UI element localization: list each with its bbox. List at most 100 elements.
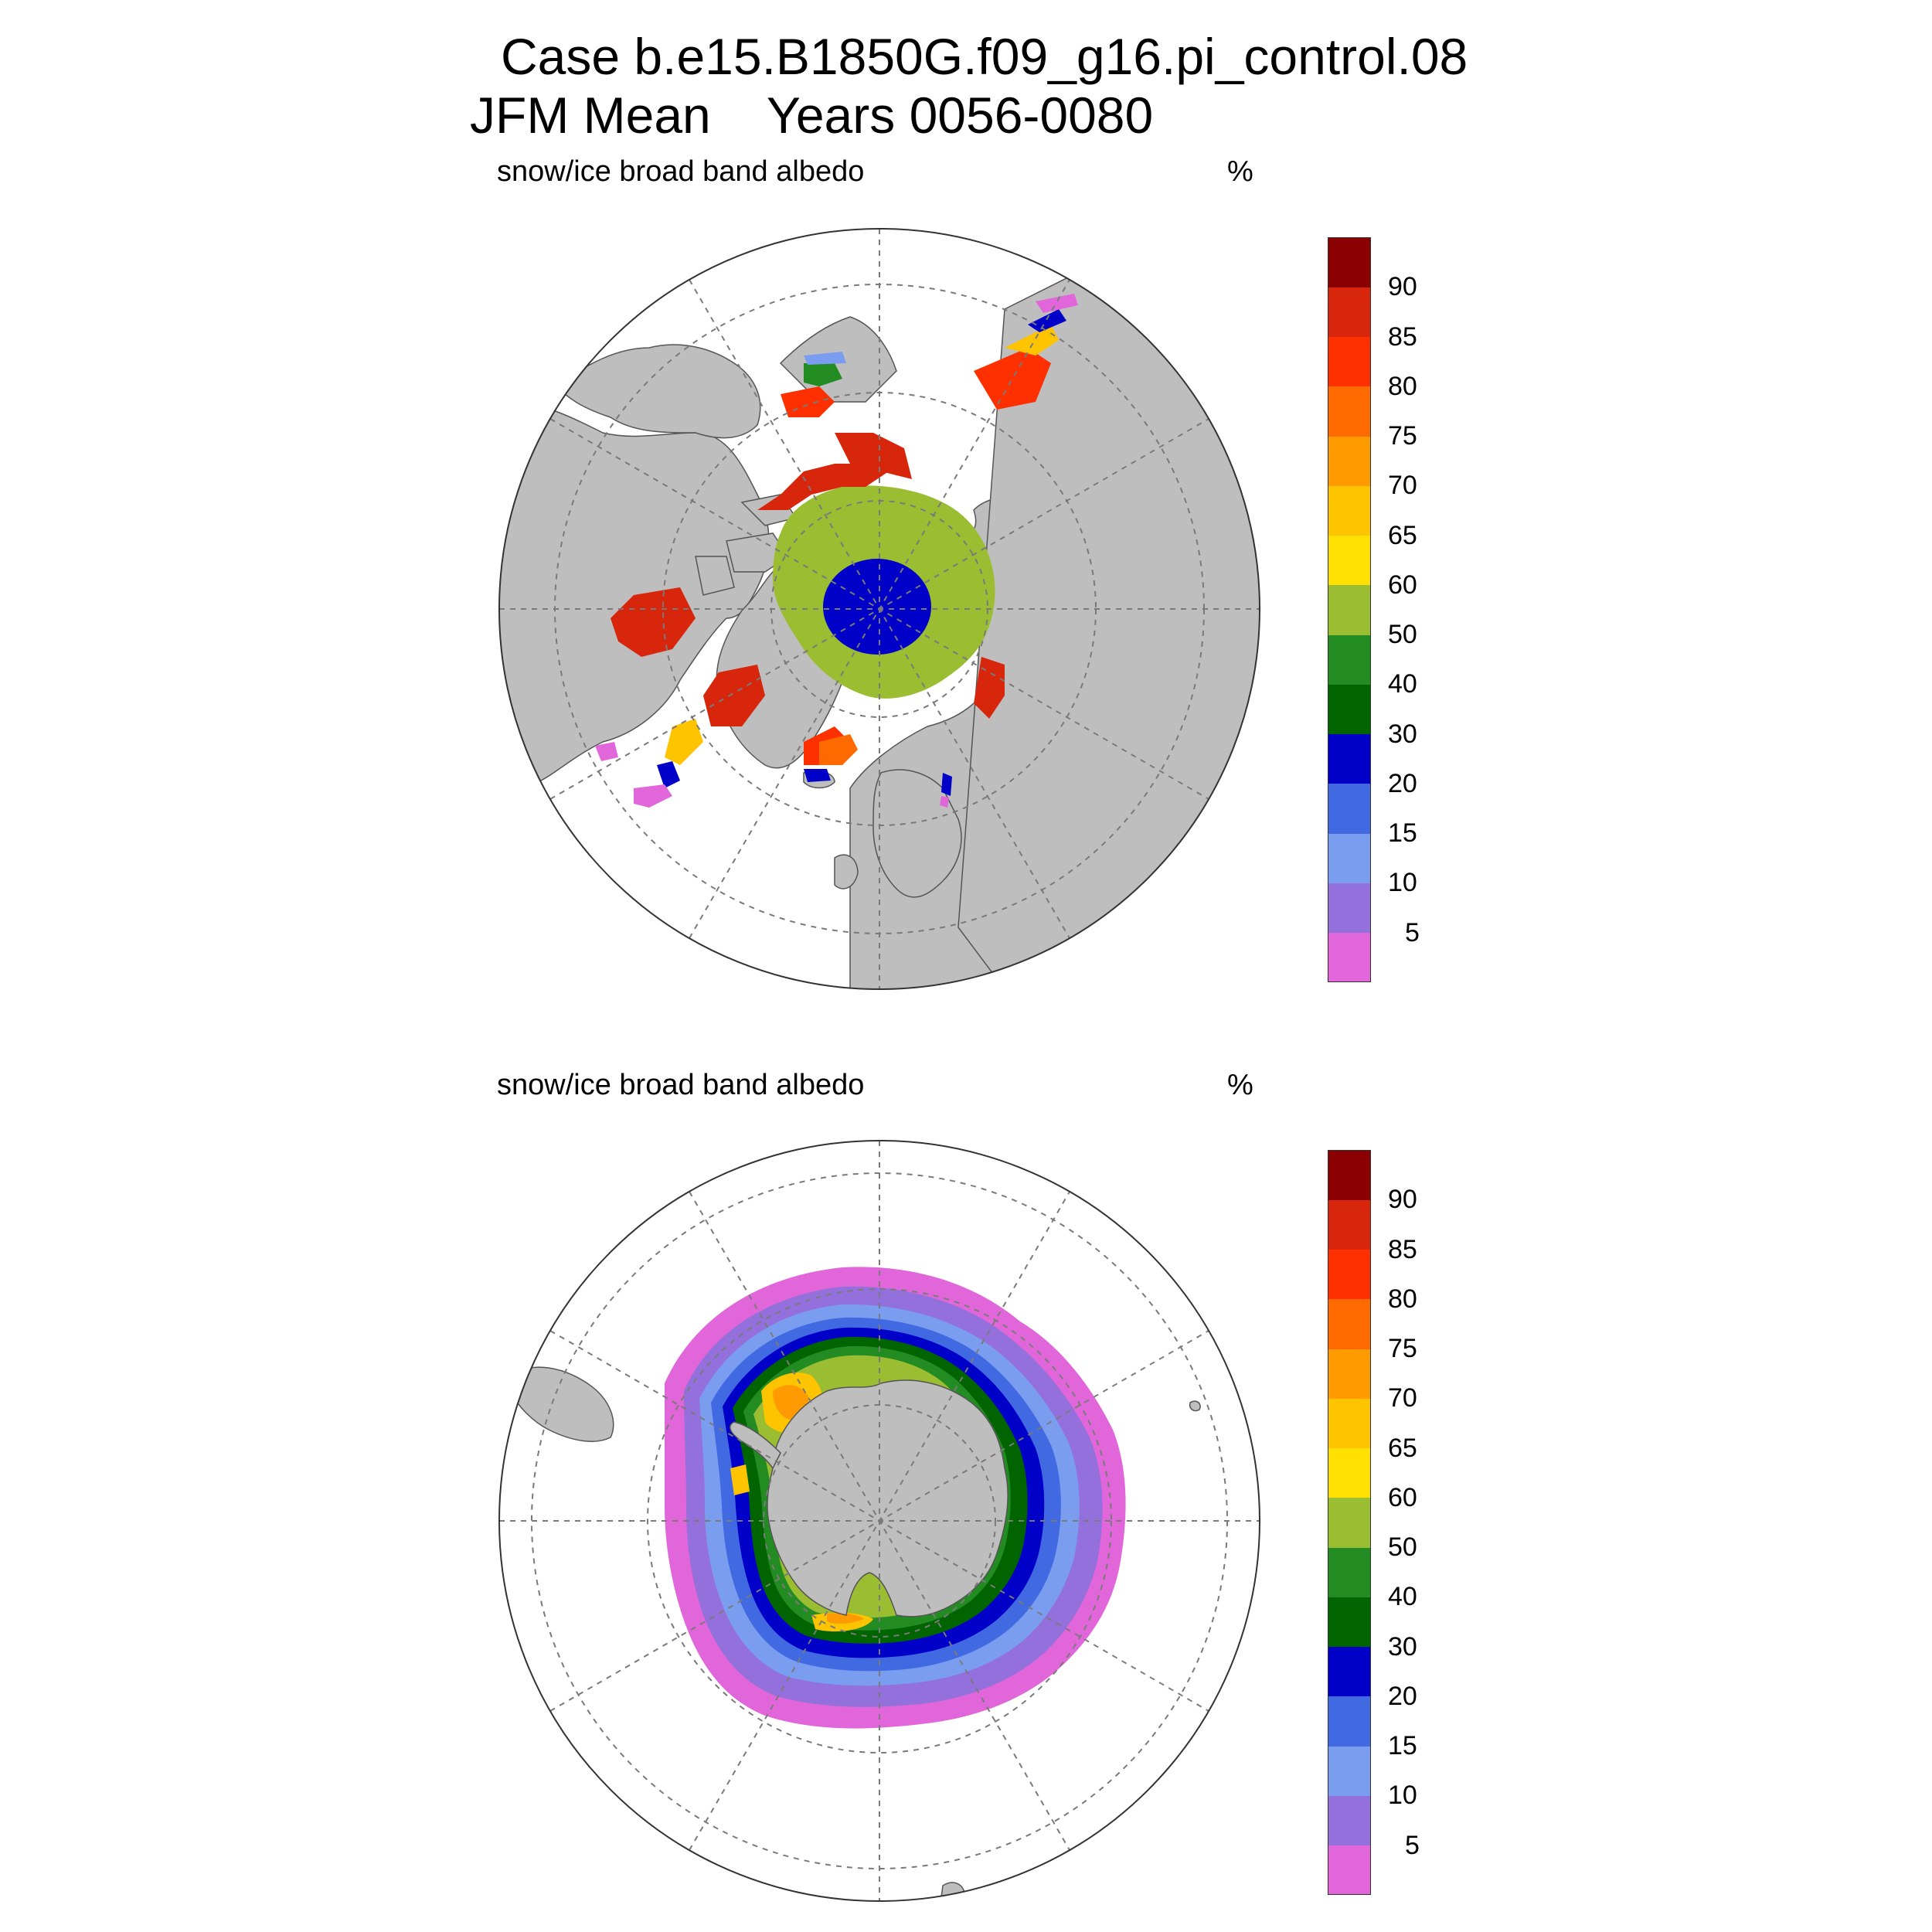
baltic-5 — [940, 796, 949, 808]
south-colorbar-tick-label: 70 — [1388, 1383, 1417, 1413]
south-colorbar-tick-label: 30 — [1388, 1631, 1417, 1662]
south-colorbar-tick-label: 15 — [1388, 1731, 1417, 1761]
north-graticule — [499, 229, 1260, 989]
labrador-band-70 — [665, 719, 703, 765]
okhotsk-30 — [1028, 309, 1066, 332]
south-units-label: % — [1227, 1069, 1253, 1101]
bering-40 — [804, 363, 842, 386]
south-colorbar-tick-label: 80 — [1388, 1284, 1417, 1314]
south-variable-label: snow/ice broad band albedo — [497, 1069, 865, 1101]
amundsen-70 — [730, 1464, 750, 1495]
south-colorbar-tick-label: 85 — [1388, 1234, 1417, 1264]
south-colorbar-swatch — [1328, 1746, 1371, 1796]
south-colorbar-tick-label: 20 — [1388, 1681, 1417, 1711]
south-colorbar-swatch — [1328, 1547, 1371, 1597]
south-colorbar-swatch — [1328, 1696, 1371, 1747]
greenland-sea-30 — [804, 769, 831, 782]
alaska-landmass — [555, 344, 761, 439]
labrador-band-30 — [657, 761, 680, 788]
north-colorbar-swatch — [1328, 287, 1371, 338]
north-map-border — [498, 228, 1260, 990]
north-colorbar-swatch — [1328, 535, 1371, 586]
baffin-bay-85-90 — [703, 665, 765, 726]
south-colorbar-swatch — [1328, 1150, 1371, 1200]
antarctica-landmass — [767, 1379, 1009, 1617]
arctic-central-20-30 — [823, 559, 931, 655]
north-america-west-landmass — [499, 324, 557, 387]
south-map-border — [498, 1140, 1260, 1902]
north-colorbar-tick-label: 15 — [1388, 818, 1417, 849]
south-colorbar-swatch — [1328, 1845, 1371, 1896]
south-colorbar-swatch — [1328, 1447, 1371, 1498]
st-lawrence-5 — [595, 742, 618, 761]
north-colorbar-tick-label: 5 — [1405, 917, 1420, 947]
south-colorbar-swatch — [1328, 1646, 1371, 1697]
north-america-landmass — [499, 401, 770, 784]
south-colorbar-tick-label: 65 — [1388, 1433, 1417, 1463]
north-colorbar-tick-label: 80 — [1388, 371, 1417, 401]
plot-title-line-1: Case b.e15.B1850G.f09_g16.pi_control.08 — [501, 28, 1468, 85]
south-colorbar-swatch — [1328, 1497, 1371, 1548]
baltic-30 — [941, 773, 952, 796]
plot-title-line-2: JFM Mean Years 0056-0080 — [470, 87, 1154, 144]
north-colorbar-swatch — [1328, 436, 1371, 486]
south-colorbar-swatch — [1328, 1349, 1371, 1399]
ross-75 — [827, 1613, 864, 1624]
bering-15 — [804, 352, 846, 365]
south-colorbar-swatch — [1328, 1597, 1371, 1648]
north-colorbar-swatch — [1328, 634, 1371, 685]
labrador-band-5 — [634, 784, 672, 808]
north-colorbar-swatch — [1328, 336, 1371, 387]
north-units-label: % — [1227, 155, 1253, 188]
europe-landmass — [872, 769, 962, 898]
south-colorbar-swatch — [1328, 1298, 1371, 1349]
north-colorbar-swatch — [1328, 932, 1371, 983]
north-colorbar-swatch — [1328, 783, 1371, 834]
south-polar-map — [498, 1140, 1260, 1902]
okhotsk-5 — [1036, 294, 1078, 313]
south-colorbar: 5 10 15 20 30 40 50 60 65 70 75 80 85 90 — [1328, 1150, 1482, 1896]
south-colorbar-tick-label: 10 — [1388, 1781, 1417, 1811]
north-colorbar-tick-label: 75 — [1388, 421, 1417, 451]
south-colorbar-tick-label: 75 — [1388, 1334, 1417, 1364]
north-colorbar-swatch — [1328, 883, 1371, 934]
hudson-bay-85-90 — [611, 587, 696, 657]
north-colorbar-swatch — [1328, 584, 1371, 635]
north-colorbar-swatch — [1328, 684, 1371, 735]
north-colorbar-swatch — [1328, 833, 1371, 883]
north-colorbar-tick-label: 85 — [1388, 321, 1417, 352]
south-colorbar-tick-label: 50 — [1388, 1532, 1417, 1563]
south-colorbar-swatch — [1328, 1249, 1371, 1300]
british-isles — [834, 854, 859, 889]
beaufort-rim-85-90 — [757, 464, 889, 510]
north-colorbar-swatch — [1328, 386, 1371, 437]
north-colorbar-tick-label: 70 — [1388, 471, 1417, 501]
okhotsk-70 — [1005, 325, 1059, 355]
north-colorbar-tick-label: 65 — [1388, 520, 1417, 550]
north-colorbar-swatch — [1328, 237, 1371, 287]
north-colorbar-tick-label: 50 — [1388, 620, 1417, 650]
south-america-tip — [509, 1366, 614, 1442]
south-colorbar-swatch — [1328, 1398, 1371, 1449]
north-ice-field — [595, 294, 1078, 808]
south-graticule — [499, 1141, 1260, 1901]
south-colorbar-tick-label: 40 — [1388, 1582, 1417, 1612]
okhotsk-80 — [974, 348, 1051, 410]
sub-antarctic-island — [1189, 1400, 1201, 1412]
north-colorbar-tick-label: 90 — [1388, 272, 1417, 302]
north-colorbar-tick-label: 10 — [1388, 868, 1417, 898]
south-colorbar-tick-label: 60 — [1388, 1482, 1417, 1512]
south-colorbar-tick-label: 5 — [1405, 1830, 1420, 1860]
south-colorbar-swatch — [1328, 1199, 1371, 1250]
kara-sea-85-90 — [974, 657, 1005, 719]
north-colorbar-tick-label: 20 — [1388, 768, 1417, 798]
north-colorbar-swatch — [1328, 485, 1371, 536]
south-colorbar-swatch — [1328, 1795, 1371, 1846]
north-colorbar-swatch — [1328, 733, 1371, 784]
north-colorbar-tick-label: 40 — [1388, 669, 1417, 699]
north-colorbar: 5 10 15 20 30 40 50 60 65 70 75 80 85 90 — [1328, 237, 1482, 983]
north-colorbar-tick-label: 60 — [1388, 570, 1417, 600]
north-variable-label: snow/ice broad band albedo — [497, 155, 865, 188]
chukchi-rim-85-90 — [835, 433, 912, 479]
